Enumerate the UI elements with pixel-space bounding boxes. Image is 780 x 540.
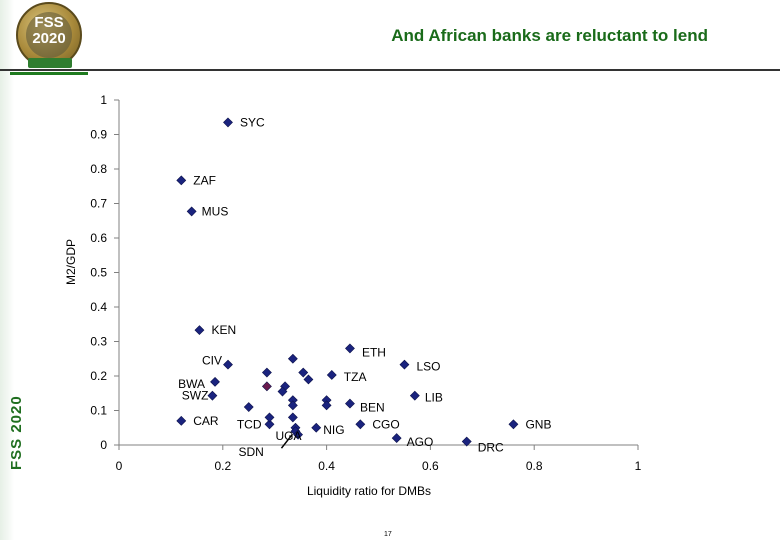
y-tick-label: 0.8	[90, 162, 107, 176]
point-label: TZA	[344, 370, 367, 384]
data-point	[194, 325, 205, 336]
data-point	[303, 374, 314, 385]
chart-points	[176, 117, 519, 447]
data-point	[399, 359, 410, 370]
data-point	[409, 390, 420, 401]
data-point	[345, 398, 355, 409]
data-point	[223, 117, 233, 128]
point-label: DRC	[478, 441, 504, 455]
y-tick-label: 0.9	[90, 128, 107, 142]
y-axis-label: M2/GDP	[64, 239, 78, 285]
y-tick-label: 1	[100, 93, 107, 107]
data-point	[293, 429, 303, 440]
sdn-leader-line	[280, 433, 294, 449]
y-tick-label: 0.1	[90, 404, 107, 418]
data-point	[261, 381, 272, 392]
logo-banner	[28, 58, 72, 68]
y-tick-label: 0.4	[90, 300, 107, 314]
data-point	[277, 386, 288, 397]
y-tick-label: 0.6	[90, 231, 107, 245]
point-label: TCD	[237, 417, 262, 431]
point-label: ETH	[362, 345, 386, 359]
header-accent-rule	[10, 72, 88, 75]
point-label: SYC	[240, 115, 265, 129]
data-point	[321, 400, 332, 411]
y-tick-label: 0.3	[90, 335, 107, 349]
data-point	[261, 367, 272, 378]
x-tick-label: 0.6	[422, 459, 439, 473]
data-point	[345, 343, 355, 354]
data-point	[287, 412, 298, 423]
x-tick-label: 0.8	[526, 459, 543, 473]
data-point	[223, 359, 233, 370]
y-tick-label: 0.2	[90, 369, 107, 383]
point-label: CAR	[193, 414, 219, 428]
x-tick-label: 0.2	[214, 459, 231, 473]
point-label: LIB	[425, 391, 443, 405]
fss-logo: FSS 2020	[10, 2, 90, 72]
data-point	[176, 415, 187, 426]
data-point	[355, 419, 366, 430]
point-label: BEN	[360, 401, 385, 415]
data-point	[207, 390, 218, 401]
data-point	[186, 206, 197, 217]
data-point	[391, 433, 402, 444]
y-tick-label: 0.7	[90, 197, 107, 211]
x-tick-label: 1	[635, 459, 642, 473]
point-label: KEN	[211, 323, 236, 337]
data-point	[298, 367, 309, 378]
point-label: NIG	[323, 423, 344, 437]
point-label: MUS	[202, 204, 229, 218]
point-label: CIV	[202, 354, 222, 368]
x-tick-label: 0.4	[318, 459, 335, 473]
data-point	[287, 400, 298, 411]
side-bar	[0, 0, 14, 540]
y-tick-label: 0.5	[90, 266, 107, 280]
data-point	[210, 376, 220, 387]
point-label: AGO	[407, 435, 434, 449]
point-label: LSO	[416, 360, 440, 374]
point-label: CGO	[372, 417, 399, 431]
logo-text-line2: 2020	[32, 30, 66, 47]
data-point	[176, 175, 187, 186]
point-label: BWA	[178, 377, 205, 391]
point-label: SDN	[238, 445, 263, 459]
y-tick-label: 0	[100, 438, 107, 452]
point-label: SWZ	[182, 389, 209, 403]
data-point	[461, 436, 472, 447]
point-label: ZAF	[193, 173, 216, 187]
data-point	[311, 422, 322, 433]
data-point	[508, 419, 519, 430]
header-rule	[0, 69, 780, 71]
data-point	[326, 370, 337, 380]
logo-text-line1: FSS	[34, 14, 64, 31]
slide-title: And African banks are reluctant to lend	[391, 26, 708, 45]
chart-ticks: 0 0.1 0.2 0.3 0.4 0.5 0.6 0.7 0.8 0.9 1 0 0.2 0.4 0.6 0…	[90, 93, 641, 473]
x-tick-label: 0	[116, 459, 123, 473]
point-label: GNB	[525, 417, 551, 431]
data-point	[243, 402, 254, 412]
x-axis-label: Liquidity ratio for DMBs	[307, 484, 431, 498]
data-point	[264, 419, 275, 430]
data-point	[264, 412, 275, 423]
page-number: 17	[384, 531, 392, 538]
data-point	[287, 353, 298, 364]
logo-inner	[26, 12, 72, 58]
point-label: UGA	[275, 429, 301, 443]
